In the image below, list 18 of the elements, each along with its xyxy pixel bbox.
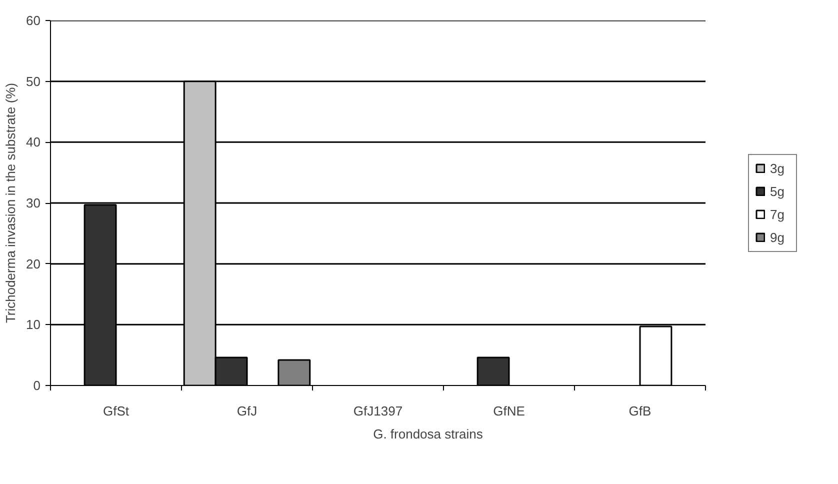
legend-label: 5g [770,184,786,198]
x-tick-label: GfSt [102,404,130,418]
y-tick-label: 20 [26,256,41,272]
x-tick-label: GfJ [236,404,258,418]
y-tick-label: 60 [26,13,41,28]
x-tick-label: GfB [628,404,652,418]
x-tick-label: GfJ1397 [353,404,403,418]
y-tick-label: 40 [26,134,41,150]
legend-label: 7g [770,206,786,222]
legend-label: 9g [770,230,786,244]
legend-label: 3g [770,160,786,176]
y-tick-label: 0 [33,378,41,393]
y-tick-label: 50 [26,74,41,89]
y-tick-label: 10 [26,317,41,332]
y-tick-label: 30 [26,196,41,210]
y-axis-title: Trichoderma invasion in the substrate (%) [3,82,18,324]
x-tick-label: GfNE [493,404,526,418]
x-axis-title: G. frondosa strains [373,426,484,442]
